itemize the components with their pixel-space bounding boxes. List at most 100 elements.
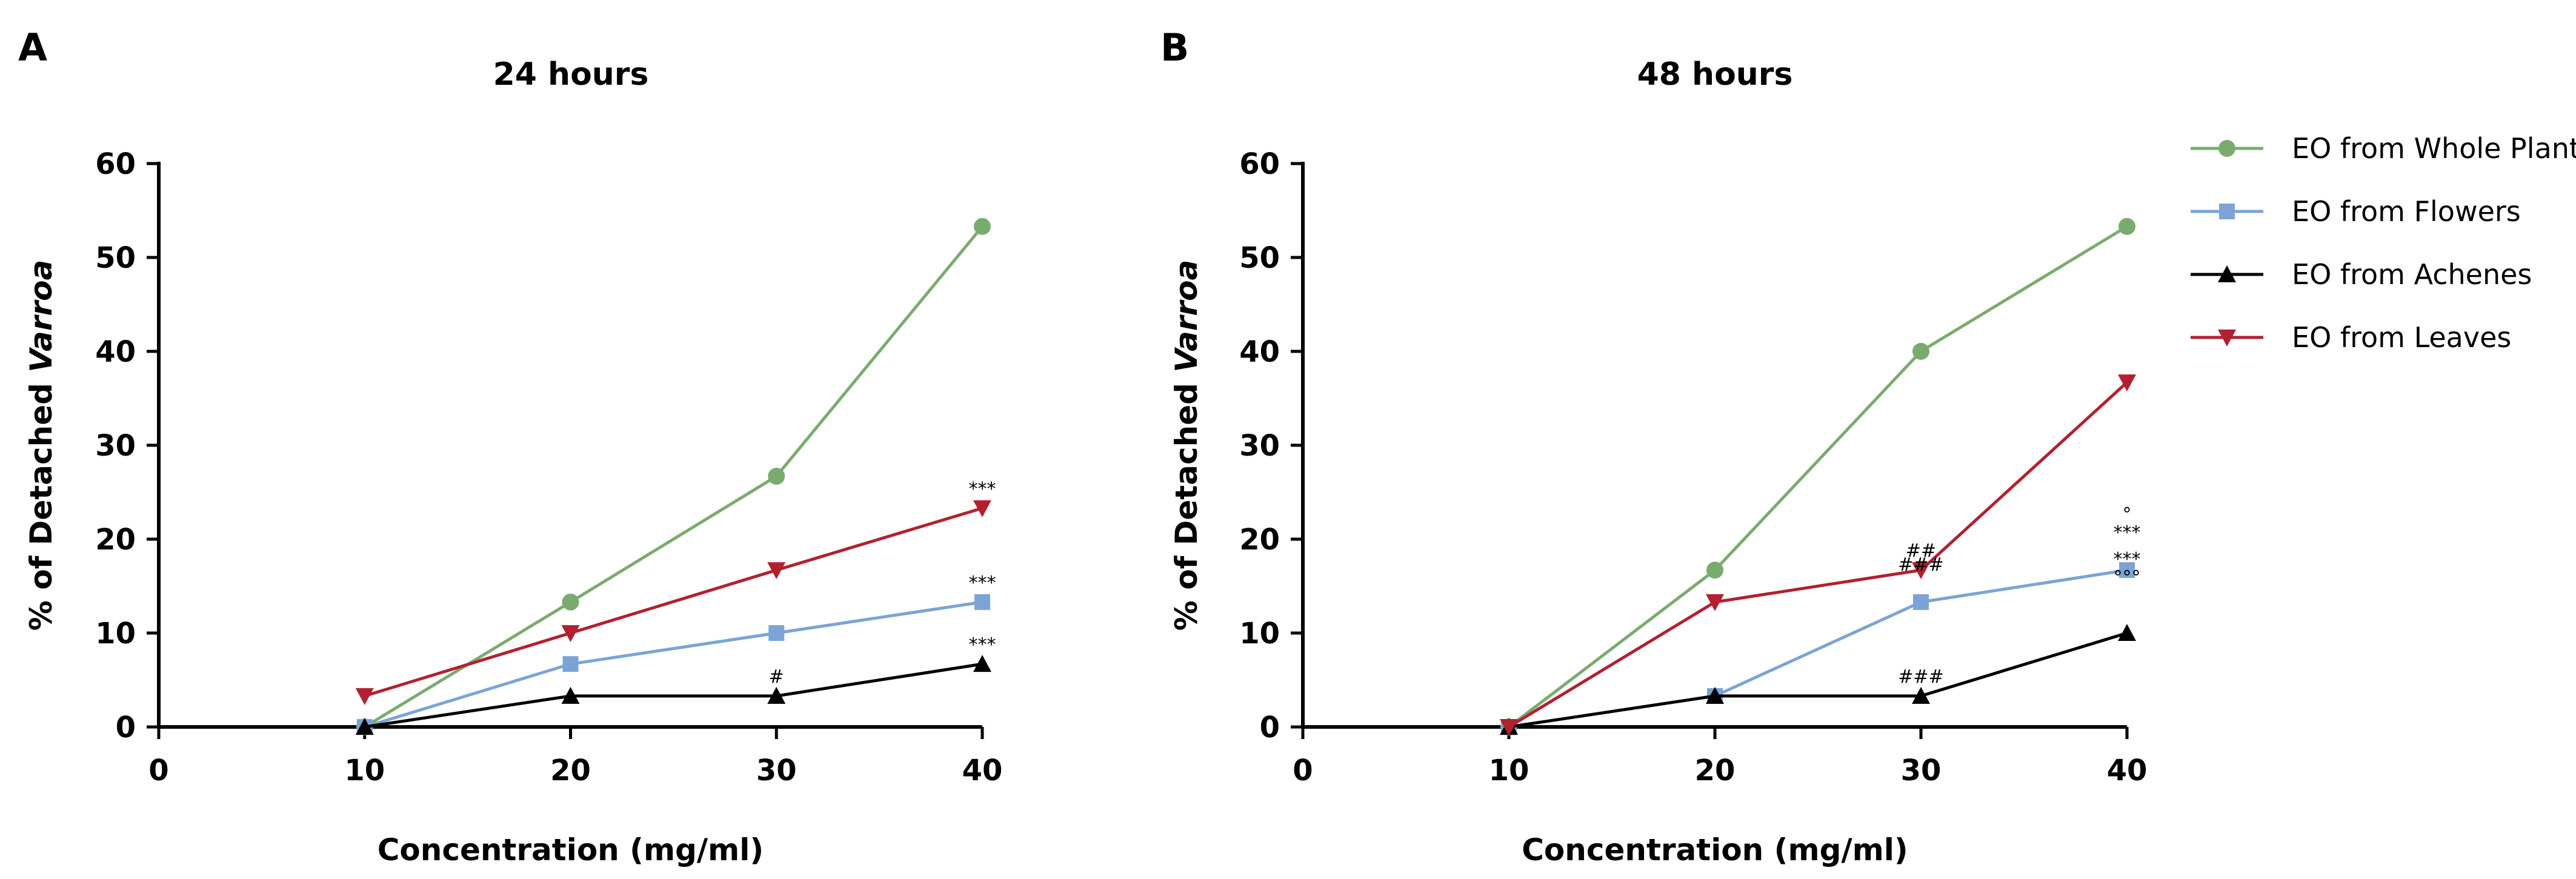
data-point [2118,217,2135,235]
legend-marker [2218,140,2235,157]
significance-annotation: *** [2114,522,2141,543]
legend: EO from Whole Plant EO from Flowers EO fro… [2191,132,2576,354]
x-tick-label: 40 [962,754,1003,788]
data-point [767,686,786,704]
panel-letter: A [18,25,47,70]
data-point [2119,562,2135,579]
significance-annotation: *** [969,634,996,655]
legend-item-eo-from-whole-plant: EO from Whole Plant [2191,132,2576,165]
legend-marker [2218,265,2236,282]
x-axis-title: Concentration (mg/ml) [1522,832,1908,867]
x-tick-label: 20 [550,754,591,788]
chart-panel-a: A 24 hours 0 10 20 30 40 0 10 20 30 40 50 60 Concentra… [18,25,1002,867]
data-point [1706,562,1723,579]
data-point [1912,343,1929,360]
legend-marker [2218,330,2236,347]
significance-annotation: # [769,666,784,688]
significance-annotation: ° [2123,504,2132,525]
y-tick-label: 10 [1239,617,1280,651]
data-point [974,217,991,235]
y-axis-title-text: % of Detached [24,373,59,631]
significance-annotation: °°° [2114,567,2141,588]
chart-title: 24 hours [493,56,649,93]
y-tick-label: 40 [1239,335,1280,369]
series-line [364,600,983,729]
legend-marker [2219,204,2235,219]
legend-label: EO from Flowers [2292,195,2521,228]
y-tick-label: 30 [95,429,136,463]
x-tick-label: 40 [2107,754,2148,788]
data-point [768,468,785,485]
series-eo-from-achenes [355,655,991,735]
data-point [974,594,990,610]
series-eo-from-flowers [1501,562,2135,735]
x-tick-label: 30 [1901,754,1942,788]
y-tick-label: 0 [116,711,136,745]
data-point [355,718,374,735]
data-point [562,593,579,611]
data-point [973,500,991,517]
y-tick-label: 50 [95,241,136,275]
legend-label: EO from Leaves [2292,321,2511,354]
series-line [1508,568,2128,729]
y-axis-title: % of Detached Varroa [1169,260,1204,631]
significance-annotation: ### [1898,666,1943,688]
data-point [562,656,579,672]
data-point [561,686,580,704]
legend-item-eo-from-achenes: EO from Achenes [2191,258,2532,291]
y-tick-label: 60 [95,147,136,181]
y-axis-title: % of Detached Varroa [24,260,59,631]
panel-letter: B [1160,25,1189,70]
data-point [1500,719,1518,736]
legend-label: EO from Whole Plant [2292,132,2576,165]
chart-title: 48 hours [1637,56,1793,93]
legend-item-eo-from-leaves: EO from Leaves [2191,321,2511,354]
y-axis-title-species: Varroa [1169,260,1204,373]
x-tick-label: 30 [756,754,797,788]
data-point [1912,562,1930,580]
data-point [768,625,785,641]
data-point [2118,374,2136,392]
y-axis-title-text: % of Detached [1169,373,1204,631]
y-tick-label: 20 [1239,523,1280,557]
y-axis-title-species: Varroa [24,260,59,373]
y-tick-label: 40 [95,335,136,369]
data-point [1912,686,1930,704]
series-eo-from-leaves [355,500,991,705]
data-point [767,562,786,580]
data-point [973,655,991,672]
significance-annotation: ## [1906,540,1936,562]
y-tick-label: 30 [1239,429,1280,463]
data-point [561,625,580,642]
series-eo-from-whole-plant [1500,217,2135,735]
y-tick-label: 60 [1239,147,1280,181]
significance-annotation: ### [1898,554,1943,575]
x-tick-label: 20 [1695,754,1736,788]
series-line [364,662,983,729]
x-tick-label: 0 [148,754,168,788]
x-axis-title: Concentration (mg/ml) [378,832,764,867]
data-point [1706,594,1724,611]
y-tick-label: 20 [95,523,136,557]
significance-annotation: *** [969,479,996,500]
series-line [1508,631,2128,729]
y-tick-label: 50 [1239,241,1280,275]
y-tick-label: 0 [1260,711,1280,745]
x-tick-label: 10 [1489,754,1529,788]
series-line [1508,381,2128,729]
chart-panel-b: B 48 hours 0 10 20 30 40 0 10 20 30 40 50 60 Concentra… [1160,25,2147,867]
series-line [364,225,983,729]
legend-label: EO from Achenes [2292,258,2532,291]
data-point [355,688,374,705]
series-eo-from-achenes [1500,624,2136,735]
data-point [1706,686,1724,704]
significance-annotation: *** [2114,549,2141,570]
series-eo-from-leaves [1500,374,2136,736]
significance-annotation: *** [969,572,996,594]
data-point [2118,624,2136,641]
x-tick-label: 10 [344,754,385,788]
data-point [1913,594,1929,610]
series-line [1508,225,2128,728]
series-eo-from-whole-plant [356,217,991,735]
legend-item-eo-from-flowers: EO from Flowers [2191,195,2521,228]
